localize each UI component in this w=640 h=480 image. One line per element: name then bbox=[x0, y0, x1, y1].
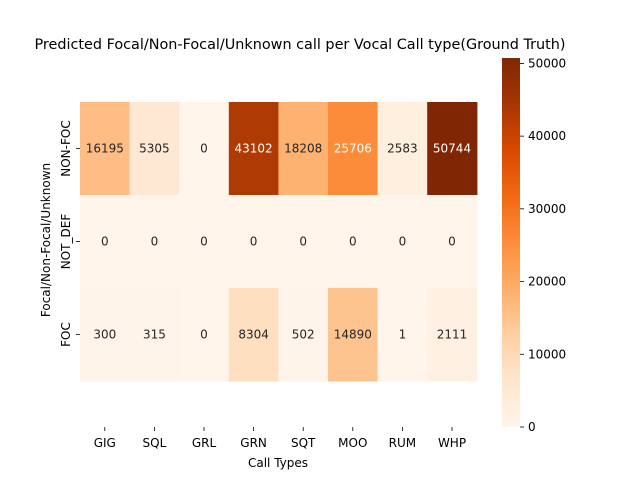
y-axis-ticks: NON-FOC NOT_DEF FOC bbox=[59, 120, 80, 347]
heatmap-cell-non-foc-sqt bbox=[278, 102, 329, 196]
heatmap-cell-not_def-rum bbox=[377, 195, 428, 289]
heatmap-cell-non-foc-rum bbox=[377, 102, 428, 196]
colorbar-tick-label: 20000 bbox=[528, 275, 566, 289]
cell-value-foc-rum: 1 bbox=[399, 328, 407, 342]
cell-value-foc-grn: 8304 bbox=[238, 328, 269, 342]
heatmap-cell-not_def-grn bbox=[228, 195, 279, 289]
cell-value-foc-gig: 300 bbox=[93, 328, 116, 342]
heatmap-cells bbox=[80, 102, 478, 382]
colorbar-tick-label: 30000 bbox=[528, 202, 566, 216]
colorbar-tick-label: 50000 bbox=[528, 56, 566, 70]
cell-value-non-foc-sqt: 18208 bbox=[284, 142, 322, 156]
heatmap-cell-non-foc-moo bbox=[328, 102, 379, 196]
heatmap-cell-non-foc-whp bbox=[427, 102, 478, 196]
heatmap-cell-not_def-moo bbox=[328, 195, 379, 289]
heatmap-cell-foc-rum bbox=[377, 288, 428, 382]
x-tick-label-grl: GRL bbox=[192, 436, 217, 450]
cell-value-non-foc-rum: 2583 bbox=[387, 142, 418, 156]
heatmap-cell-foc-whp bbox=[427, 288, 478, 382]
x-tick-label-sql: SQL bbox=[143, 436, 167, 450]
colorbar-tick-label: 0 bbox=[528, 420, 536, 434]
heatmap-cell-non-foc-grn bbox=[228, 102, 279, 196]
heatmap-cell-foc-moo bbox=[328, 288, 379, 382]
cell-value-foc-whp: 2111 bbox=[437, 328, 468, 342]
heatmap-cell-not_def-gig bbox=[80, 195, 131, 289]
x-axis-label: Call Types bbox=[248, 456, 308, 470]
cell-value-not_def-grn: 0 bbox=[250, 235, 258, 249]
heatmap-cell-not_def-sql bbox=[129, 195, 180, 289]
heatmap-cell-labels: 16195 5305 0 43102 18208 25706 2583 50744 0 0 0 0 0 0… bbox=[86, 142, 471, 342]
x-axis-ticks: GIG SQL GRL GRN SQT MOO RUM WHP bbox=[94, 427, 466, 450]
x-tick-label-rum: RUM bbox=[389, 436, 416, 450]
colorbar-ticks: 0 10000 20000 30000 40000 50000 bbox=[520, 56, 566, 434]
x-tick-label-moo: MOO bbox=[338, 436, 367, 450]
colorbar bbox=[502, 58, 520, 427]
cell-value-non-foc-grl: 0 bbox=[200, 142, 208, 156]
cell-value-non-foc-moo: 25706 bbox=[334, 142, 372, 156]
heatmap-cell-not_def-whp bbox=[427, 195, 478, 289]
y-tick-label-not_def: NOT_DEF bbox=[59, 214, 73, 270]
y-axis-label: Focal/Non-Focal/Unknown bbox=[39, 163, 53, 317]
cell-value-not_def-sql: 0 bbox=[151, 235, 159, 249]
cell-value-foc-grl: 0 bbox=[200, 328, 208, 342]
heatmap-cell-foc-gig bbox=[80, 288, 131, 382]
cell-value-not_def-whp: 0 bbox=[448, 235, 456, 249]
heatmap-cell-foc-grn bbox=[228, 288, 279, 382]
colorbar-tick-label: 10000 bbox=[528, 347, 566, 361]
heatmap-cell-non-foc-gig bbox=[80, 102, 131, 196]
cell-value-not_def-rum: 0 bbox=[399, 235, 407, 249]
cell-value-not_def-grl: 0 bbox=[200, 235, 208, 249]
heatmap-cell-non-foc-sql bbox=[129, 102, 180, 196]
cell-value-not_def-gig: 0 bbox=[101, 235, 109, 249]
colorbar-tick-label: 40000 bbox=[528, 129, 566, 143]
heatmap-cell-not_def-sqt bbox=[278, 195, 329, 289]
heatmap-cell-foc-sql bbox=[129, 288, 180, 382]
chart-title: Predicted Focal/Non-Focal/Unknown call p… bbox=[34, 37, 565, 53]
heatmap-cell-foc-grl bbox=[179, 288, 230, 382]
cell-value-not_def-sqt: 0 bbox=[299, 235, 307, 249]
x-tick-label-grn: GRN bbox=[240, 436, 267, 450]
cell-value-non-foc-gig: 16195 bbox=[86, 142, 124, 156]
heatmap-cell-non-foc-grl bbox=[179, 102, 230, 196]
cell-value-foc-moo: 14890 bbox=[334, 328, 372, 342]
heatmap-cell-not_def-grl bbox=[179, 195, 230, 289]
cell-value-non-foc-whp: 50744 bbox=[433, 142, 471, 156]
cell-value-non-foc-grn: 43102 bbox=[235, 142, 273, 156]
cell-value-foc-sql: 315 bbox=[143, 328, 166, 342]
cell-value-foc-sqt: 502 bbox=[292, 328, 315, 342]
y-tick-label-foc: FOC bbox=[59, 322, 73, 347]
x-tick-label-sqt: SQT bbox=[291, 436, 316, 450]
cell-value-non-foc-sql: 5305 bbox=[139, 142, 170, 156]
x-tick-label-whp: WHP bbox=[438, 436, 466, 450]
heatmap-cell-foc-sqt bbox=[278, 288, 329, 382]
y-tick-label-non-foc: NON-FOC bbox=[59, 120, 73, 176]
cell-value-not_def-moo: 0 bbox=[349, 235, 357, 249]
x-tick-label-gig: GIG bbox=[94, 436, 116, 450]
